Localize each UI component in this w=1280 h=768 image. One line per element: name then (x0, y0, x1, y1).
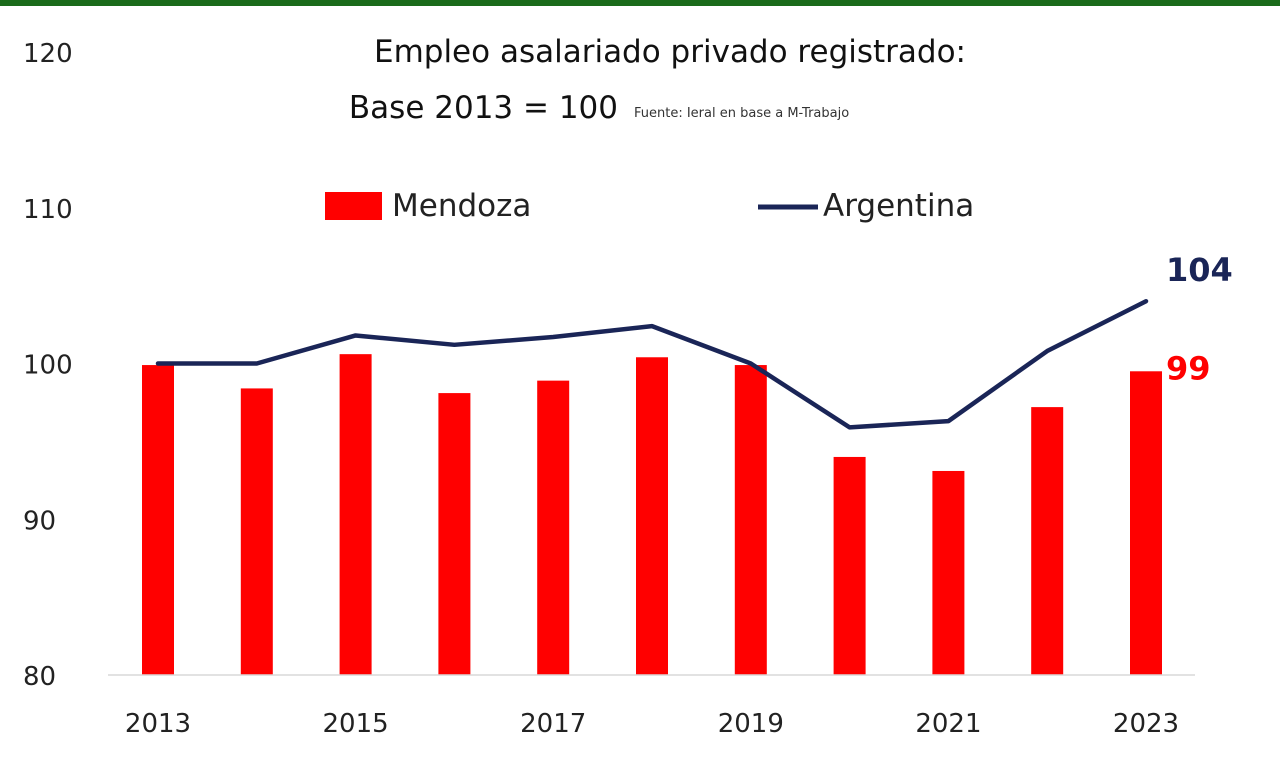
bar-mendoza-2018 (636, 357, 668, 675)
legend-label-argentina: Argentina (823, 188, 974, 224)
bar-mendoza-2014 (240, 388, 273, 675)
top-bar (0, 0, 1280, 6)
bar-mendoza-2017 (537, 380, 570, 675)
end-labels: 104 99 (1166, 251, 1233, 387)
x-tick-label: 2013 (125, 709, 191, 739)
y-tick-label: 110 (23, 195, 73, 225)
bar-mendoza-2023 (1130, 371, 1162, 675)
y-tick-label: 90 (23, 506, 56, 536)
y-tick-label: 80 (23, 662, 56, 692)
bar-mendoza-2022 (1031, 407, 1064, 675)
y-tick-label: 120 (23, 39, 73, 69)
x-tick-label: 2017 (520, 709, 586, 739)
y-tick-label: 100 (23, 351, 73, 381)
x-tick-label: 2015 (323, 709, 389, 739)
bars (142, 354, 1162, 675)
bar-mendoza-2013 (142, 365, 174, 675)
legend-swatch-mendoza (325, 192, 382, 220)
chart-subtitle: Base 2013 = 100 (349, 90, 618, 126)
x-tick-label: 2023 (1113, 709, 1179, 739)
x-tick-label: 2021 (915, 709, 981, 739)
x-tick-label: 2019 (718, 709, 784, 739)
x-axis: 2013 2015 2017 2019 2021 2023 (125, 709, 1179, 739)
legend-label-mendoza: Mendoza (392, 188, 531, 224)
bar-mendoza-2020 (833, 456, 866, 675)
legend: Mendoza Argentina (325, 188, 974, 224)
line-series (155, 298, 1149, 430)
end-label-argentina: 104 (1166, 251, 1233, 289)
chart-source: Fuente: Ieral en base a M-Trabajo (634, 106, 849, 121)
y-axis: 80 90 100 110 120 (23, 39, 73, 692)
chart-title: Empleo asalariado privado registrado: (374, 34, 966, 70)
bar-mendoza-2015 (339, 354, 372, 675)
end-label-mendoza: 99 (1166, 349, 1211, 387)
bar-mendoza-2021 (932, 470, 965, 675)
bar-mendoza-2016 (438, 393, 471, 675)
bar-mendoza-2019 (734, 365, 767, 675)
